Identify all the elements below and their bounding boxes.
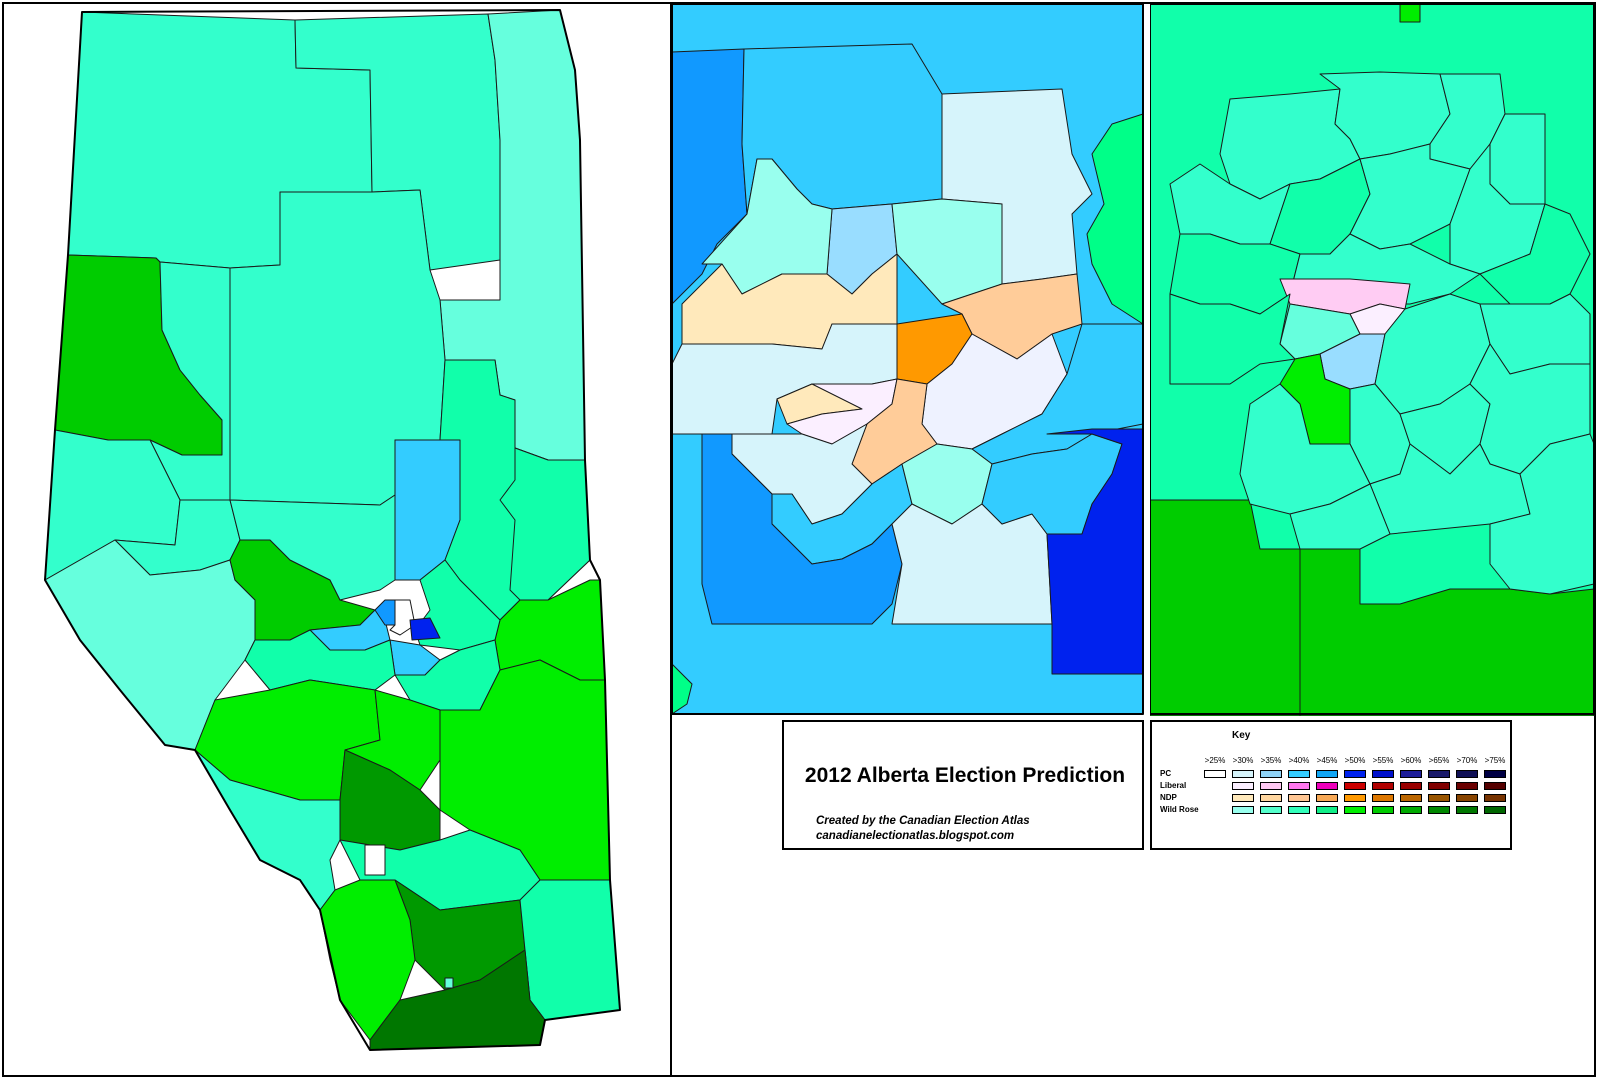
region-edm-outer-sw-wr	[672, 663, 693, 715]
riding-sherwood-park	[409, 617, 441, 641]
key-threshold-label: >30%	[1232, 756, 1254, 765]
key-swatch	[1344, 770, 1366, 778]
key-swatch	[1400, 806, 1422, 814]
riding-cgy-hays	[1369, 443, 1531, 535]
key-swatch	[1456, 794, 1478, 802]
key-swatch	[1428, 794, 1450, 802]
riding-cgy-shaw-south	[1289, 483, 1391, 550]
key-swatch	[1316, 806, 1338, 814]
key-swatch	[1288, 794, 1310, 802]
key-swatch	[1456, 782, 1478, 790]
inset-frame	[672, 4, 1144, 715]
key-swatch	[1260, 770, 1282, 778]
province-ridings	[44, 9, 621, 1051]
key-party-label: Wild Rose	[1160, 805, 1199, 814]
key-swatch	[1316, 794, 1338, 802]
key-threshold-label: >40%	[1288, 756, 1310, 765]
riding-drayton-valley	[244, 629, 396, 691]
key-swatch	[1400, 782, 1422, 790]
credit-line-1: Created by the Canadian Election Atlas	[816, 815, 1030, 827]
key-swatch	[1372, 782, 1394, 790]
key-swatch	[1232, 806, 1254, 814]
key-party-label: Liberal	[1160, 781, 1187, 790]
key-threshold-label: >25%	[1204, 756, 1226, 765]
province-outline	[44, 9, 621, 1051]
calgary-inset-map	[1150, 4, 1595, 716]
credit-line-2: canadianelectionatlas.blogspot.com	[816, 830, 1015, 842]
calgary-inset-frame	[1150, 4, 1595, 715]
key-swatch	[1428, 782, 1450, 790]
riding-edmonton-metro	[389, 599, 416, 636]
riding-lethbridge-city	[444, 977, 454, 989]
key-swatch	[1484, 794, 1506, 802]
alberta-province-map	[44, 9, 621, 1051]
key-swatch	[1232, 782, 1254, 790]
key-swatch	[1428, 770, 1450, 778]
title-box: 2012 Alberta Election Prediction Created…	[782, 720, 1144, 850]
key-swatch	[1400, 794, 1422, 802]
key-threshold-label: >70%	[1456, 756, 1478, 765]
region-cgy-north-wr	[1399, 4, 1421, 23]
key-threshold-label: >65%	[1428, 756, 1450, 765]
riding-cgy-south-east	[1489, 433, 1595, 595]
panel-divider	[670, 2, 672, 1077]
key-title: Key	[1232, 730, 1251, 741]
riding-lethbridge-area	[369, 949, 546, 1051]
key-swatch	[1260, 782, 1282, 790]
map-title: 2012 Alberta Election Prediction	[804, 764, 1126, 787]
key-swatch	[1316, 782, 1338, 790]
credit-text: Created by the Canadian Election Atlas c…	[816, 814, 1030, 844]
riding-cypress-medicine-hat	[519, 879, 621, 1021]
riding-edm-riverbend	[701, 433, 903, 625]
riding-edm-ellerslie-e	[891, 503, 1053, 625]
key-threshold-label: >45%	[1316, 756, 1338, 765]
key-threshold-label: >35%	[1260, 756, 1282, 765]
key-swatch	[1372, 770, 1394, 778]
key-threshold-label: >55%	[1372, 756, 1394, 765]
key-threshold-label: >60%	[1400, 756, 1422, 765]
key-swatch	[1260, 794, 1282, 802]
key-swatch	[1232, 794, 1254, 802]
key-swatch	[1400, 770, 1422, 778]
key-swatch	[1288, 806, 1310, 814]
key-party-label: NDP	[1160, 793, 1177, 802]
key-swatch	[1484, 782, 1506, 790]
key-swatch	[1372, 806, 1394, 814]
key-threshold-label: >50%	[1344, 756, 1366, 765]
key-threshold-label: >75%	[1484, 756, 1506, 765]
key-swatch	[1456, 770, 1478, 778]
key-swatch	[1204, 770, 1226, 778]
key-swatch	[1344, 794, 1366, 802]
riding-calgary-metro	[364, 844, 386, 876]
riding-cgy-west	[1169, 293, 1296, 385]
key-swatch	[1344, 782, 1366, 790]
key-swatch	[1456, 806, 1478, 814]
legend-key: Key >25% >30% >35% >40% >45% >50% >55% >60% >65%…	[1150, 720, 1512, 850]
riding-cgy-cross	[1489, 113, 1546, 205]
riding-athabasca-redwater	[229, 494, 396, 601]
key-swatch	[1484, 770, 1506, 778]
key-swatch	[1344, 806, 1366, 814]
key-swatch	[1372, 794, 1394, 802]
key-swatch	[1428, 806, 1450, 814]
key-swatch	[1316, 770, 1338, 778]
edmonton-inset-map	[672, 4, 1144, 715]
key-swatch	[1288, 770, 1310, 778]
key-swatch	[1288, 782, 1310, 790]
key-party-label: PC	[1160, 769, 1172, 778]
key-swatch	[1232, 770, 1254, 778]
key-swatch	[1260, 806, 1282, 814]
key-swatch	[1484, 806, 1506, 814]
